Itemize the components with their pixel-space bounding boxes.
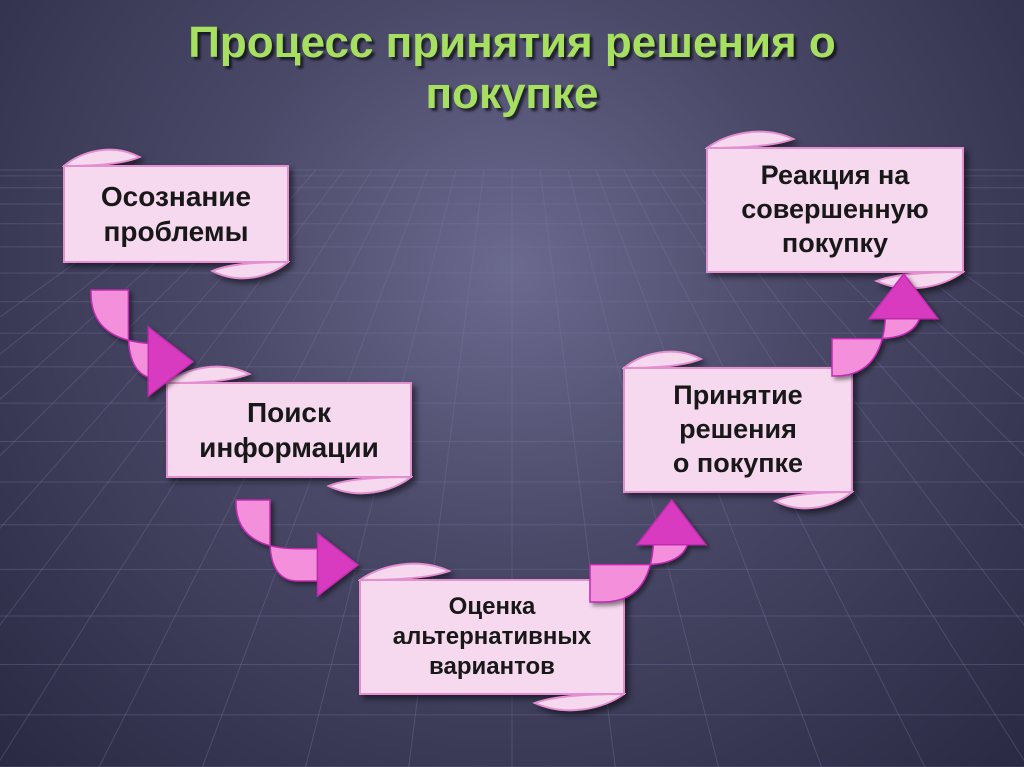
node-label: Принятиерешенияо покупке [663,379,813,480]
node-label: Оценкаальтернативныхвариантов [383,592,601,682]
flow-node-n4: Принятиерешенияо покупке [622,350,854,510]
flow-node-n5: Реакция насовершеннуюпокупку [705,130,965,290]
flow-node-n3: Оценкаальтернативныхвариантов [358,562,626,712]
flow-node-n2: Поискинформации [165,365,413,495]
page-title: Процесс принятия решения о покупке [0,18,1024,119]
flow-node-n1: Осознаниепроблемы [62,148,290,280]
node-label: Поискинформации [189,395,389,465]
flow-arrow-a1 [85,288,195,403]
flow-arrow-a2 [230,498,360,603]
title-line-1: Процесс принятия решения о [0,18,1024,69]
flow-arrow-a4 [830,272,940,387]
flow-arrow-a3 [588,498,708,613]
node-label: Осознаниепроблемы [91,179,261,249]
title-line-2: покупке [0,69,1024,120]
node-label: Реакция насовершеннуюпокупку [731,159,938,260]
